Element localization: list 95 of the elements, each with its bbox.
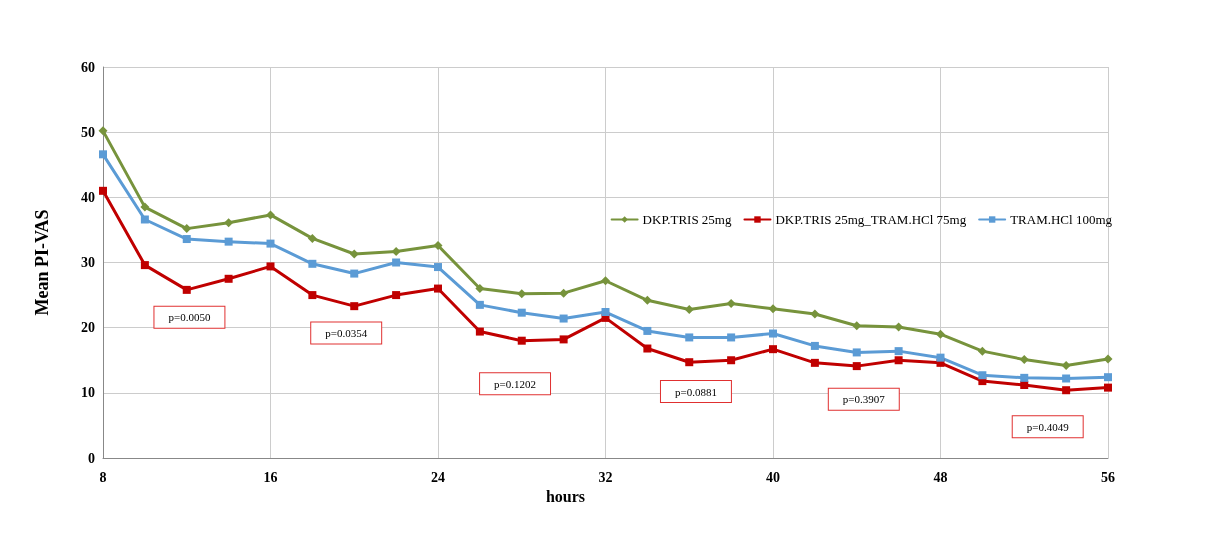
point (349, 249, 359, 259)
point (350, 269, 359, 278)
annotation: p=0.0050 (168, 311, 211, 324)
point (98, 126, 108, 136)
point (517, 308, 526, 317)
point (1104, 373, 1112, 382)
point (727, 333, 736, 342)
point (685, 358, 694, 367)
point (1062, 374, 1071, 383)
point (433, 241, 443, 251)
point (810, 358, 819, 367)
point (475, 300, 484, 309)
point (517, 336, 526, 345)
point (308, 259, 317, 268)
point (936, 353, 945, 362)
point (266, 262, 275, 271)
point (434, 284, 442, 293)
point (769, 345, 777, 354)
point (1019, 355, 1029, 365)
point (475, 284, 485, 294)
point (685, 333, 694, 342)
point (936, 329, 945, 339)
annotation: p=0.0354 (325, 326, 368, 339)
point (1103, 354, 1113, 364)
annotation: p=0.4049 (1026, 420, 1070, 433)
point (810, 341, 819, 350)
point (643, 326, 652, 335)
point (643, 344, 652, 353)
point (307, 233, 317, 243)
point (768, 304, 778, 314)
point (559, 335, 568, 344)
y-tick-label: 10 (81, 385, 95, 401)
x-tick-label: 24 (431, 469, 445, 485)
point (99, 186, 107, 195)
point (977, 346, 987, 356)
point (852, 362, 861, 371)
point (1061, 360, 1071, 370)
y-tick-label: 60 (81, 59, 95, 75)
point (266, 239, 275, 248)
point (392, 258, 401, 267)
point (769, 329, 777, 338)
point (475, 327, 484, 336)
point (140, 215, 149, 224)
point (559, 314, 568, 323)
point (894, 356, 903, 365)
annotation: p=0.3907 (842, 393, 886, 406)
y-tick-label: 30 (81, 255, 95, 270)
x-tick-label: 32 (598, 469, 613, 485)
point (392, 291, 401, 300)
y-tick-label: 50 (81, 124, 95, 140)
point (266, 210, 275, 220)
point (726, 299, 736, 309)
legend-label: TRAM.HCl 100mg (1010, 212, 1113, 227)
point (182, 224, 192, 234)
y-tick-label: 20 (81, 320, 95, 336)
point (434, 263, 442, 272)
point (1104, 383, 1112, 392)
x-tick-label: 16 (263, 469, 278, 485)
annotation: p=0.0881 (674, 385, 717, 398)
point (350, 302, 359, 311)
y-axis-title: Mean PI-VAS (32, 209, 52, 316)
point (601, 308, 610, 317)
point (224, 274, 233, 283)
point (810, 309, 820, 319)
x-tick-label: 56 (1101, 469, 1115, 485)
point (601, 276, 610, 286)
point (852, 321, 862, 331)
point (852, 348, 861, 357)
point (894, 322, 904, 332)
x-axis-title: hours (545, 488, 586, 506)
point (308, 291, 317, 300)
x-tick-label: 48 (933, 469, 948, 485)
point (182, 235, 191, 244)
point (140, 202, 150, 212)
point (642, 295, 652, 305)
point (1062, 386, 1071, 395)
y-tick-label: 40 (81, 189, 95, 205)
point (182, 285, 191, 294)
point (684, 304, 694, 314)
x-tick-label: 40 (766, 469, 780, 485)
y-tick-label: 0 (88, 450, 95, 466)
point (140, 261, 149, 270)
point (224, 237, 233, 246)
legend-label: DKP.TRIS 25mg_TRAM.HCl 75mg (775, 212, 967, 227)
point (1020, 373, 1029, 382)
point (978, 371, 987, 380)
point (224, 218, 234, 228)
legend-label: DKP.TRIS 25mg (642, 212, 732, 227)
point (894, 347, 903, 356)
annotation: p=0.1202 (494, 377, 537, 390)
point (391, 246, 401, 256)
point (559, 288, 569, 298)
point (727, 356, 736, 365)
x-tick-label: 8 (99, 469, 107, 485)
point (99, 150, 107, 159)
